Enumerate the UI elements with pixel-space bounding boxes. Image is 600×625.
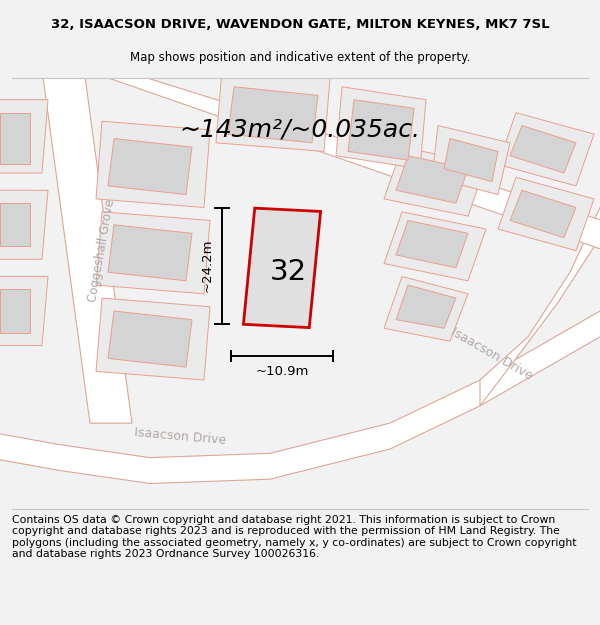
Polygon shape — [480, 142, 600, 406]
Polygon shape — [96, 298, 210, 380]
Polygon shape — [0, 112, 30, 164]
Polygon shape — [384, 147, 486, 216]
Text: Isaacson Drive: Isaacson Drive — [449, 326, 535, 382]
Polygon shape — [0, 203, 30, 246]
Polygon shape — [0, 294, 600, 484]
Text: ~10.9m: ~10.9m — [256, 365, 308, 378]
Polygon shape — [396, 221, 468, 268]
Polygon shape — [42, 69, 132, 423]
Text: Isaacson Drive: Isaacson Drive — [134, 426, 226, 446]
Polygon shape — [0, 289, 30, 332]
Polygon shape — [84, 69, 600, 259]
Polygon shape — [0, 190, 48, 259]
Polygon shape — [348, 99, 414, 160]
Text: Contains OS data © Crown copyright and database right 2021. This information is : Contains OS data © Crown copyright and d… — [12, 515, 577, 559]
Polygon shape — [498, 177, 594, 251]
Polygon shape — [336, 87, 426, 169]
Polygon shape — [396, 156, 468, 203]
Polygon shape — [498, 112, 594, 186]
Polygon shape — [510, 190, 576, 238]
Text: ~143m²/~0.035ac.: ~143m²/~0.035ac. — [179, 118, 421, 142]
Polygon shape — [444, 139, 498, 182]
Polygon shape — [432, 126, 510, 194]
Polygon shape — [0, 99, 48, 173]
Polygon shape — [108, 225, 192, 281]
Polygon shape — [108, 139, 192, 194]
Polygon shape — [96, 212, 210, 294]
Polygon shape — [244, 208, 320, 328]
Polygon shape — [396, 285, 456, 328]
Polygon shape — [108, 311, 192, 367]
Text: 32: 32 — [269, 258, 307, 286]
Text: 32, ISAACSON DRIVE, WAVENDON GATE, MILTON KEYNES, MK7 7SL: 32, ISAACSON DRIVE, WAVENDON GATE, MILTO… — [50, 18, 550, 31]
Polygon shape — [384, 212, 486, 281]
Polygon shape — [228, 87, 318, 142]
Polygon shape — [96, 121, 210, 208]
Text: Coggeshall Grove: Coggeshall Grove — [86, 198, 118, 303]
Text: Map shows position and indicative extent of the property.: Map shows position and indicative extent… — [130, 51, 470, 64]
Polygon shape — [384, 276, 468, 341]
Text: ~24.2m: ~24.2m — [200, 239, 214, 292]
Polygon shape — [510, 126, 576, 173]
Polygon shape — [216, 69, 330, 151]
Polygon shape — [0, 276, 48, 346]
